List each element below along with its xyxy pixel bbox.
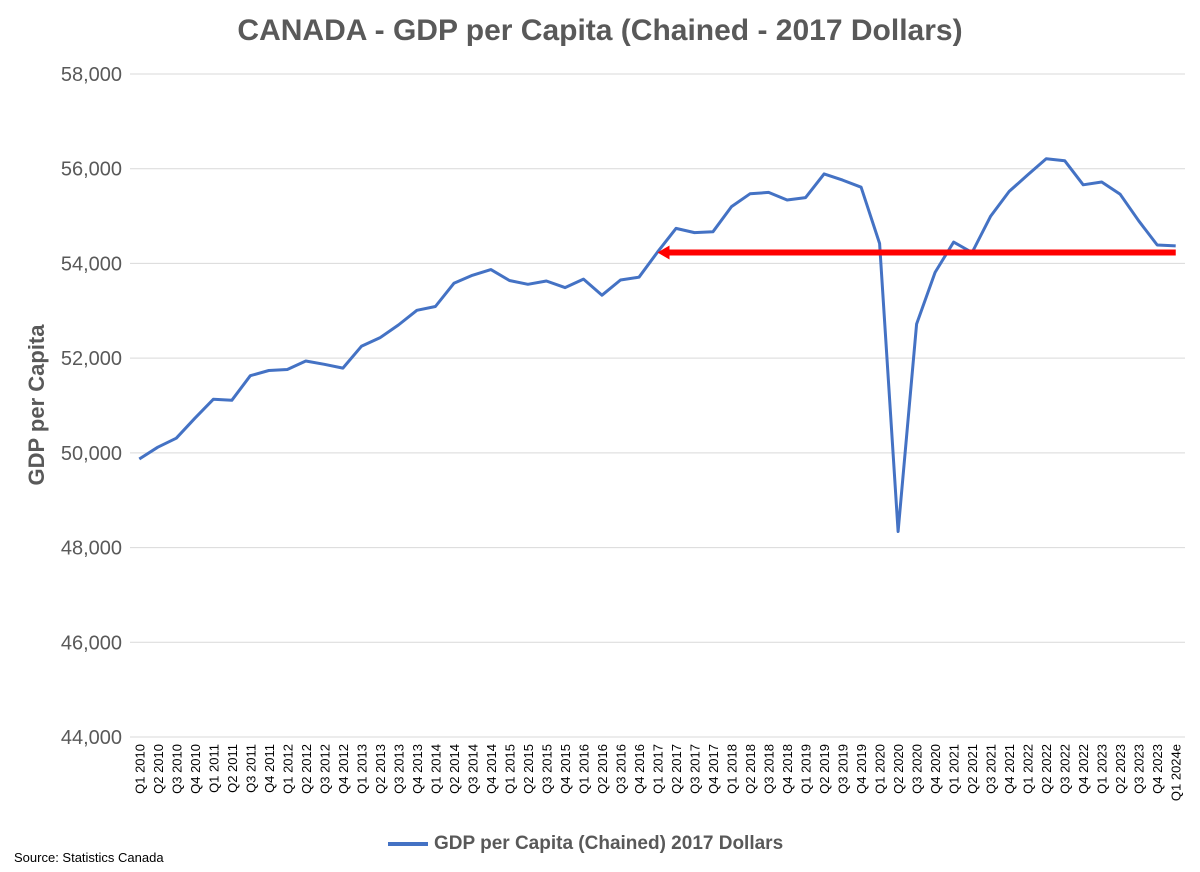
x-tick-label: Q2 2011 [225, 744, 240, 793]
x-tick-label: Q1 2019 [799, 744, 814, 794]
x-tick-label: Q1 2023 [1095, 744, 1110, 794]
y-tick-label: 44,000 [61, 727, 122, 749]
y-tick-label: 48,000 [61, 538, 122, 560]
x-tick-label: Q4 2023 [1150, 744, 1165, 794]
x-tick-label: Q1 2013 [354, 744, 369, 794]
x-tick-label: Q4 2016 [632, 744, 647, 794]
x-tick-label: Q1 2020 [873, 744, 888, 794]
x-tick-label: Q2 2018 [743, 744, 758, 794]
x-tick-label: Q3 2010 [169, 744, 184, 794]
x-tick-label: Q1 2014 [428, 744, 443, 794]
x-tick-label: Q1 2024e [1169, 744, 1184, 801]
x-tick-label: Q4 2013 [410, 744, 425, 794]
x-tick-label: Q2 2020 [891, 744, 906, 794]
x-tick-label: Q3 2023 [1132, 744, 1147, 794]
x-tick-label: Q1 2016 [576, 744, 591, 794]
source-note: Source: Statistics Canada [14, 850, 164, 865]
x-tick-label: Q4 2022 [1076, 744, 1091, 794]
y-tick-label: 58,000 [61, 64, 122, 86]
x-tick-label: Q2 2014 [447, 744, 462, 794]
legend-swatch [388, 842, 428, 846]
series-lines [138, 157, 1176, 533]
x-tick-label: Q3 2016 [613, 744, 628, 794]
x-tick-label: Q1 2011 [206, 744, 221, 793]
x-tick-label: Q3 2020 [910, 744, 925, 794]
y-tick-label: 56,000 [61, 159, 122, 181]
x-tick-label: Q2 2022 [1039, 744, 1054, 794]
x-tick-label: Q4 2012 [336, 744, 351, 794]
series-line [138, 157, 1176, 533]
y-axis-label: GDP per Capita [24, 324, 49, 486]
x-tick-label: Q4 2011 [262, 744, 277, 793]
x-tick-label: Q2 2021 [965, 744, 980, 794]
x-tick-label: Q4 2010 [188, 744, 203, 794]
x-tick-label: Q2 2019 [817, 744, 832, 794]
x-tick-label: Q2 2023 [1113, 744, 1128, 794]
annotations [657, 245, 1176, 260]
legend: GDP per Capita (Chained) 2017 Dollars [388, 832, 783, 856]
x-tick-label: Q1 2010 [132, 744, 147, 794]
x-tick-label: Q1 2012 [280, 744, 295, 794]
x-tick-label: Q4 2019 [854, 744, 869, 794]
x-tick-label: Q4 2017 [706, 744, 721, 794]
arrow-head [657, 245, 670, 260]
legend-label: GDP per Capita (Chained) 2017 Dollars [434, 833, 784, 854]
x-tick-label: Q3 2018 [762, 744, 777, 794]
y-tick-label: 54,000 [61, 253, 122, 275]
gridlines [130, 73, 1185, 738]
x-tick-label: Q2 2013 [373, 744, 388, 794]
x-tick-label: Q1 2018 [725, 744, 740, 794]
y-tick-label: 52,000 [61, 348, 122, 370]
x-tick-label: Q3 2015 [539, 744, 554, 794]
x-tick-label: Q3 2019 [836, 744, 851, 794]
x-tick-labels: Q1 2010 Q2 2010 Q3 2010 Q4 2010 Q1 2011 Q2 20… [132, 744, 1183, 801]
x-tick-label: Q3 2022 [1058, 744, 1073, 794]
chart-title: CANADA - GDP per Capita (Chained - 2017 … [237, 14, 963, 47]
x-tick-label: Q2 2010 [151, 744, 166, 794]
x-tick-label: Q3 2013 [391, 744, 406, 794]
x-tick-label: Q3 2012 [317, 744, 332, 794]
y-tick-labels: 44,000 46,000 48,000 50,000 52,000 54,000 56,0… [61, 64, 122, 749]
x-tick-label: Q1 2022 [1021, 744, 1036, 794]
y-tick-label: 50,000 [61, 443, 122, 465]
x-tick-label: Q2 2012 [299, 744, 314, 794]
x-tick-label: Q4 2020 [928, 744, 943, 794]
x-tick-label: Q3 2021 [984, 744, 999, 794]
x-tick-label: Q3 2017 [688, 744, 703, 794]
x-tick-label: Q2 2016 [595, 744, 610, 794]
x-tick-label: Q4 2014 [484, 744, 499, 794]
x-tick-label: Q4 2018 [780, 744, 795, 794]
x-tick-label: Q3 2014 [465, 744, 480, 794]
y-tick-label: 46,000 [61, 632, 122, 654]
x-tick-label: Q1 2021 [947, 744, 962, 794]
x-tick-label: Q1 2017 [651, 744, 666, 794]
x-tick-label: Q1 2015 [502, 744, 517, 794]
x-tick-label: Q2 2017 [669, 744, 684, 794]
x-tick-label: Q3 2011 [243, 744, 258, 793]
x-tick-label: Q2 2015 [521, 744, 536, 794]
x-tick-label: Q4 2021 [1002, 744, 1017, 794]
x-tick-label: Q4 2015 [558, 744, 573, 794]
